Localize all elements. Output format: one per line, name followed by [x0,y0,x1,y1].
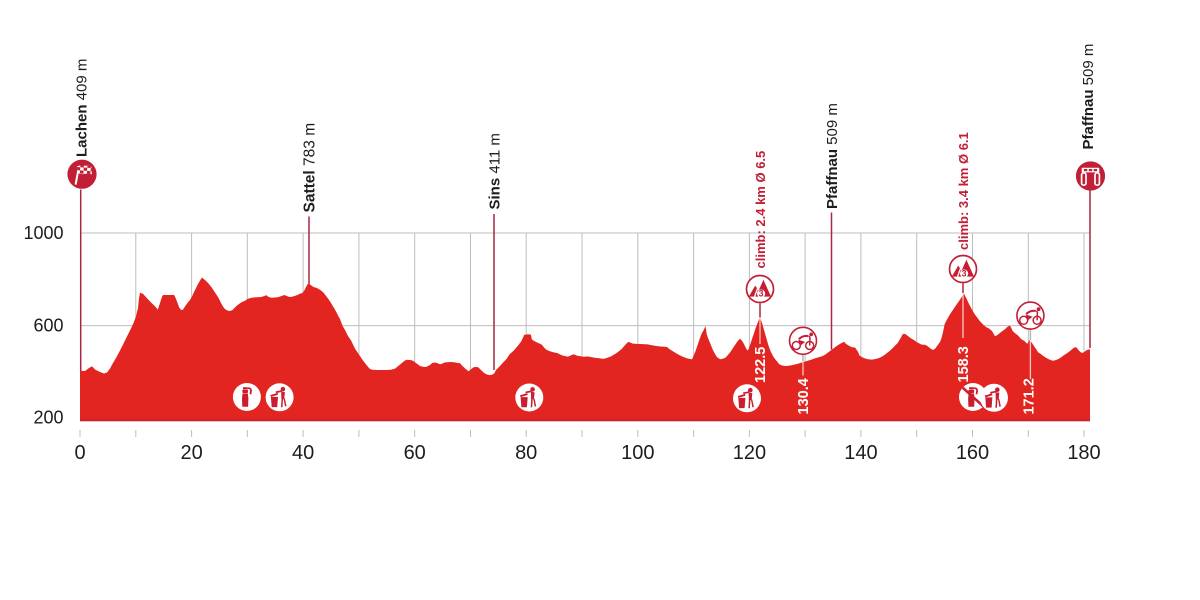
svg-text:climb: 2.4 km Ø 6.5: climb: 2.4 km Ø 6.5 [753,151,768,269]
svg-text:Lachen 409 m: Lachen 409 m [74,59,91,157]
svg-text:600: 600 [33,316,63,336]
svg-text:158.3: 158.3 [956,346,972,382]
svg-text:Sins 411 m: Sins 411 m [486,133,503,209]
svg-text:3: 3 [759,289,764,299]
svg-text:130.4: 130.4 [796,378,812,414]
svg-text:180: 180 [1067,442,1100,464]
svg-text:1000: 1000 [23,223,63,243]
svg-text:40: 40 [292,442,314,464]
svg-text:0: 0 [74,442,85,464]
svg-text:171.2: 171.2 [1021,378,1037,414]
svg-text:200: 200 [33,408,63,428]
svg-text:Pfaffnau 509 m: Pfaffnau 509 m [1080,44,1097,150]
svg-text:122.5: 122.5 [753,347,769,383]
svg-text:80: 80 [515,442,537,464]
svg-text:20: 20 [180,442,202,464]
svg-text:160: 160 [956,442,989,464]
svg-text:Sattel 783 m: Sattel 783 m [302,123,319,213]
svg-text:3: 3 [962,269,967,279]
svg-text:100: 100 [621,442,654,464]
svg-text:120: 120 [733,442,766,464]
svg-text:60: 60 [404,442,426,464]
svg-text:140: 140 [844,442,877,464]
svg-text:climb: 3.4 km Ø 6.1: climb: 3.4 km Ø 6.1 [956,132,971,250]
svg-text:Pfaffnau 509 m: Pfaffnau 509 m [824,103,841,209]
